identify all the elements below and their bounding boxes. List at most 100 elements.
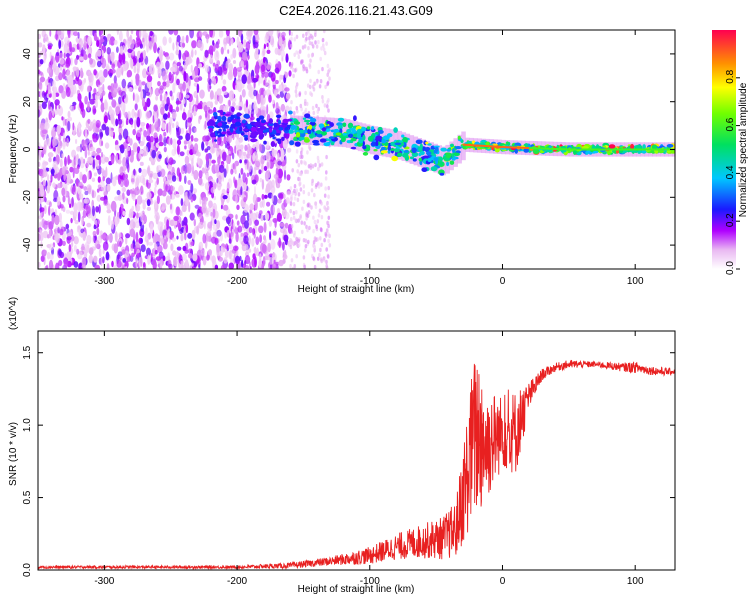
noise-speck xyxy=(310,188,314,193)
signal-point xyxy=(278,119,281,125)
noise-speck xyxy=(85,133,88,139)
noise-speck xyxy=(290,100,293,105)
signal-point xyxy=(231,119,237,124)
noise-speck xyxy=(307,144,311,150)
noise-speck xyxy=(265,183,271,194)
noise-speck xyxy=(323,50,327,56)
noise-speck xyxy=(172,122,175,129)
noise-speck xyxy=(73,244,77,252)
noise-speck xyxy=(39,71,43,76)
noise-speck xyxy=(246,35,252,41)
noise-speck xyxy=(300,107,304,112)
noise-speck xyxy=(282,159,287,166)
noise-speck xyxy=(300,150,303,155)
noise-speck xyxy=(255,247,259,257)
noise-speck xyxy=(47,45,52,50)
noise-speck xyxy=(101,123,107,131)
noise-speck xyxy=(145,91,151,97)
noise-speck xyxy=(66,177,70,186)
noise-speck xyxy=(190,241,195,246)
noise-speck xyxy=(252,152,256,162)
noise-speck xyxy=(178,49,182,60)
noise-speck xyxy=(154,249,158,255)
signal-point xyxy=(427,143,432,146)
signal-point xyxy=(328,136,335,140)
noise-speck xyxy=(284,87,290,92)
noise-speck xyxy=(171,175,177,182)
noise-speck xyxy=(89,30,93,36)
noise-speck xyxy=(117,194,123,201)
signal-core xyxy=(648,148,652,151)
noise-speck xyxy=(253,30,259,36)
noise-speck xyxy=(284,71,289,79)
noise-speck xyxy=(76,146,81,152)
noise-speck xyxy=(111,63,116,70)
noise-speck xyxy=(295,254,299,259)
noise-speck xyxy=(163,113,168,120)
noise-speck xyxy=(62,132,66,142)
noise-speck xyxy=(148,64,153,74)
noise-speck xyxy=(302,33,305,38)
signal-core xyxy=(566,148,570,151)
noise-speck xyxy=(255,211,260,218)
noise-speck xyxy=(243,235,249,245)
signal-point xyxy=(320,131,327,136)
signal-point xyxy=(592,150,599,154)
noise-speck xyxy=(290,36,293,42)
noise-speck xyxy=(98,204,101,214)
noise-speck xyxy=(233,176,236,184)
signal-core xyxy=(619,148,623,151)
noise-speck xyxy=(119,152,122,161)
noise-speck xyxy=(262,256,266,267)
noise-speck xyxy=(176,139,182,146)
noise-speck xyxy=(43,33,49,42)
noise-speck xyxy=(265,151,271,162)
noise-speck xyxy=(164,103,169,112)
colorbar-gradient xyxy=(712,30,736,269)
noise-speck xyxy=(65,209,71,214)
noise-speck xyxy=(186,88,189,95)
noise-speck xyxy=(280,149,285,159)
signal-core xyxy=(552,147,556,150)
noise-speck xyxy=(84,95,88,105)
noise-speck xyxy=(55,262,60,269)
noise-speck xyxy=(142,213,147,224)
noise-speck xyxy=(122,258,126,263)
noise-speck xyxy=(167,179,170,187)
noise-speck xyxy=(327,215,331,220)
signal-point xyxy=(208,127,213,133)
noise-speck xyxy=(122,264,125,269)
noise-speck xyxy=(282,241,285,251)
noise-speck xyxy=(75,139,78,144)
noise-speck xyxy=(185,34,189,44)
noise-speck xyxy=(207,70,211,81)
noise-speck xyxy=(191,229,196,240)
signal-core xyxy=(491,145,495,148)
signal-core xyxy=(529,147,533,150)
noise-speck xyxy=(125,233,131,239)
noise-speck xyxy=(300,159,303,164)
signal-point xyxy=(433,157,439,162)
noise-speck xyxy=(223,37,227,43)
spectrogram-xlabel: Height of straight line (km) xyxy=(298,284,415,295)
noise-speck xyxy=(181,253,187,261)
noise-speck xyxy=(77,186,81,194)
y-tick-label: 40 xyxy=(22,48,33,60)
noise-speck xyxy=(275,79,279,85)
y-tick-label: 0.0 xyxy=(22,563,33,577)
noise-speck xyxy=(193,188,198,194)
noise-speck xyxy=(274,67,280,74)
noise-speck xyxy=(328,76,331,81)
noise-speck xyxy=(87,171,90,181)
signal-point xyxy=(242,119,246,124)
noise-speck xyxy=(191,157,194,167)
noise-speck xyxy=(303,221,306,226)
noise-speck xyxy=(48,205,51,216)
noise-speck xyxy=(57,182,63,189)
y-tick-label: 0 xyxy=(22,146,33,152)
signal-point xyxy=(273,122,278,128)
noise-speck xyxy=(300,147,304,152)
noise-speck xyxy=(193,218,196,227)
noise-speck xyxy=(326,220,329,225)
noise-speck xyxy=(89,58,93,65)
